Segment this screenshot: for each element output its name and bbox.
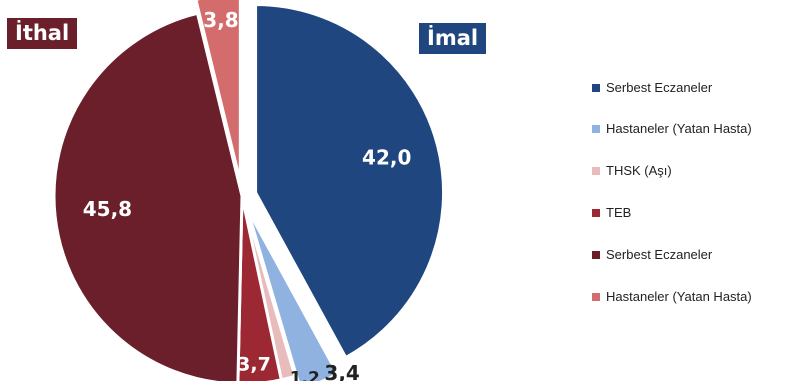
legend-swatch (592, 250, 600, 259)
data-label-4: 3,7 (237, 354, 271, 376)
data-label-5: 45,8 (83, 197, 132, 221)
legend-item-imal-serbest-eczaneler: Serbest Eczaneler (592, 80, 712, 95)
legend-label: TEB (606, 205, 632, 220)
legend-item-teb: TEB (592, 205, 631, 220)
data-label-2: 3,4 (324, 361, 359, 381)
legend-swatch (592, 292, 600, 301)
data-label-6: 3,8 (203, 8, 238, 32)
ithal-group-label: İthal (7, 18, 78, 49)
pie-slice-i-thal-4 (236, 195, 284, 381)
legend-label: Serbest Eczaneler (606, 80, 713, 95)
legend-swatch (592, 124, 600, 133)
legend-label: Hastaneler (Yatan Hasta) (606, 289, 752, 304)
legend-swatch (592, 166, 600, 175)
pie-slice-i-thal-5 (52, 11, 244, 381)
legend-item-ithal-serbest-eczaneler: Serbest Eczaneler (592, 247, 712, 262)
pie-slice-i-thal-6 (194, 0, 242, 183)
legend-swatch (592, 208, 600, 217)
data-label-1: 42,0 (362, 146, 411, 170)
legend-item-ithal-hastaneler: Hastaneler (Yatan Hasta) (592, 289, 752, 304)
legend-label: THSK (Aşı) (606, 163, 672, 178)
legend-item-imal-hastaneler: Hastaneler (Yatan Hasta) (592, 121, 752, 136)
legend-label: Hastaneler (Yatan Hasta) (606, 121, 752, 136)
data-label-3: 1,2 (290, 368, 320, 381)
imal-group-label: İmal (419, 23, 487, 54)
pie-slice-i-mal-1 (254, 3, 446, 360)
pie-slice-i-mal-2 (245, 208, 340, 381)
legend-label: Serbest Eczaneler (606, 247, 713, 262)
legend-swatch (592, 83, 600, 92)
legend-item-thsk-asi: THSK (Aşı) (592, 163, 672, 178)
